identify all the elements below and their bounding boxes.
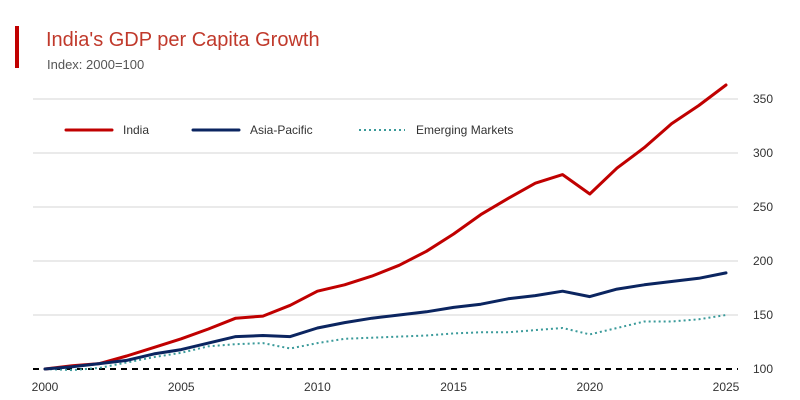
- legend-label-asia-pacific: Asia-Pacific: [250, 123, 313, 137]
- y-tick-label: 200: [753, 254, 773, 268]
- x-tick-label: 2025: [713, 380, 740, 394]
- legend: India Asia-Pacific Emerging Markets: [64, 123, 513, 137]
- y-tick-label: 100: [753, 362, 773, 376]
- y-axis-ticks: 100 150 200 250 300 350: [753, 92, 773, 376]
- grid-lines: [33, 98, 738, 370]
- y-tick-label: 150: [753, 308, 773, 322]
- title-accent-bar: [15, 26, 19, 68]
- series-lines: [43, 83, 728, 372]
- series-line-india: [43, 83, 728, 371]
- chart-subtitle: Index: 2000=100: [47, 57, 145, 72]
- series-line-emerging-markets: [44, 314, 727, 372]
- y-tick-label: 350: [753, 92, 773, 106]
- series-line-asia-pacific: [43, 271, 728, 371]
- x-tick-label: 2000: [32, 380, 59, 394]
- x-tick-label: 2005: [168, 380, 195, 394]
- chart-title: India's GDP per Capita Growth: [46, 29, 320, 51]
- x-tick-label: 2015: [440, 380, 467, 394]
- legend-label-emerging-markets: Emerging Markets: [416, 123, 513, 137]
- y-tick-label: 250: [753, 200, 773, 214]
- legend-label-india: India: [123, 123, 149, 137]
- x-tick-label: 2020: [576, 380, 603, 394]
- x-axis-ticks: 2000 2005 2010 2015 2020 2025: [32, 380, 740, 394]
- x-tick-label: 2010: [304, 380, 331, 394]
- y-tick-label: 300: [753, 146, 773, 160]
